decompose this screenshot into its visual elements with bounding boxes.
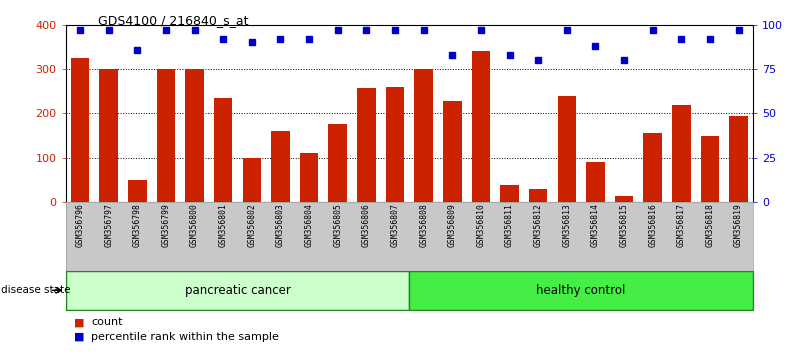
- Bar: [214, 98, 232, 202]
- Bar: [443, 101, 461, 202]
- Bar: [272, 131, 290, 202]
- Bar: [99, 69, 118, 202]
- Text: GSM356802: GSM356802: [248, 203, 256, 247]
- Text: GSM356796: GSM356796: [75, 203, 84, 247]
- Bar: [128, 180, 147, 202]
- Text: GSM356806: GSM356806: [362, 203, 371, 247]
- Bar: [185, 69, 203, 202]
- Text: GSM356818: GSM356818: [706, 203, 714, 247]
- Text: GSM356807: GSM356807: [391, 203, 400, 247]
- Text: ■: ■: [74, 332, 84, 342]
- Text: GSM356816: GSM356816: [648, 203, 657, 247]
- Bar: [66, 271, 409, 310]
- Bar: [472, 51, 490, 202]
- Text: GDS4100 / 216840_s_at: GDS4100 / 216840_s_at: [98, 14, 248, 27]
- Bar: [529, 189, 547, 202]
- Text: GSM356801: GSM356801: [219, 203, 227, 247]
- Text: GSM356805: GSM356805: [333, 203, 342, 247]
- Bar: [501, 185, 519, 202]
- Text: GSM356811: GSM356811: [505, 203, 514, 247]
- Bar: [300, 153, 318, 202]
- Text: GSM356809: GSM356809: [448, 203, 457, 247]
- Bar: [157, 69, 175, 202]
- Text: GSM356803: GSM356803: [276, 203, 285, 247]
- Bar: [643, 133, 662, 202]
- Text: GSM356799: GSM356799: [162, 203, 171, 247]
- Text: GSM356812: GSM356812: [533, 203, 542, 247]
- Bar: [357, 88, 376, 202]
- Text: GSM356817: GSM356817: [677, 203, 686, 247]
- Text: percentile rank within the sample: percentile rank within the sample: [91, 332, 280, 342]
- Text: GSM356808: GSM356808: [419, 203, 428, 247]
- Bar: [672, 105, 690, 202]
- Text: pancreatic cancer: pancreatic cancer: [184, 284, 291, 297]
- Text: GSM356804: GSM356804: [304, 203, 313, 247]
- Bar: [414, 69, 433, 202]
- Text: healthy control: healthy control: [537, 284, 626, 297]
- Bar: [70, 58, 89, 202]
- Bar: [586, 162, 605, 202]
- Text: GSM356819: GSM356819: [735, 203, 743, 247]
- Bar: [409, 271, 753, 310]
- Text: disease state: disease state: [1, 285, 70, 295]
- Text: count: count: [91, 318, 123, 327]
- Text: GSM356813: GSM356813: [562, 203, 571, 247]
- Bar: [701, 136, 719, 202]
- Text: GSM356814: GSM356814: [591, 203, 600, 247]
- Text: GSM356810: GSM356810: [477, 203, 485, 247]
- Bar: [557, 97, 576, 202]
- Text: GSM356815: GSM356815: [620, 203, 629, 247]
- Bar: [730, 116, 748, 202]
- Bar: [386, 87, 405, 202]
- Bar: [328, 124, 347, 202]
- Text: GSM356797: GSM356797: [104, 203, 113, 247]
- Text: ■: ■: [74, 318, 84, 327]
- Bar: [615, 196, 634, 202]
- Bar: [243, 158, 261, 202]
- Text: GSM356798: GSM356798: [133, 203, 142, 247]
- Text: GSM356800: GSM356800: [190, 203, 199, 247]
